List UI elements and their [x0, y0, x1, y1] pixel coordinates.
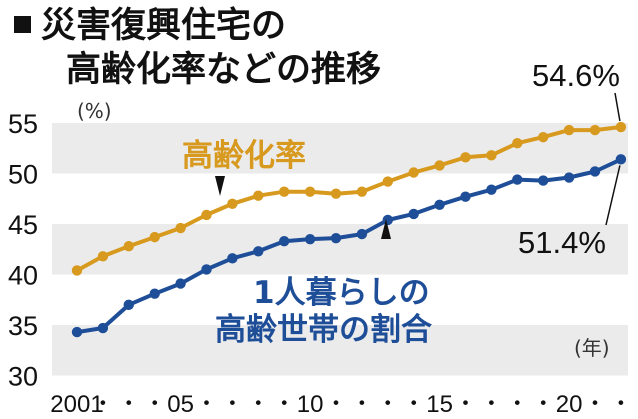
y-axis: 30 35 40 45 50 55 [8, 109, 38, 392]
data-point [123, 299, 134, 310]
pointer-icon [381, 219, 391, 239]
x-tick-dot: ・ [506, 391, 528, 416]
data-point [227, 253, 238, 264]
data-point [71, 265, 83, 276]
x-tick-dot: ・ [377, 391, 399, 416]
x-tick-dot: ・ [195, 391, 217, 416]
data-point [563, 172, 575, 183]
data-point [201, 209, 212, 221]
x-tick-dot: ・ [247, 391, 269, 416]
title-line-1-text: 災害復興住宅の [41, 6, 287, 46]
data-point [253, 190, 264, 201]
data-point [589, 124, 601, 136]
data-point [512, 138, 523, 149]
data-point [589, 166, 601, 177]
end-value-label-1: 54.6% [532, 58, 620, 93]
x-axis: 2001・・・ 05 ・・・・ 10 ・・・・ 15 ・・・・ 20 ・・ [50, 391, 632, 418]
grid-band [52, 325, 628, 376]
data-point [538, 131, 549, 143]
x-tick-dot: ・ [610, 391, 632, 416]
data-point [97, 251, 109, 262]
data-point [304, 186, 316, 197]
x-tick-label: 20 [556, 391, 583, 418]
y-tick-label: 30 [8, 362, 38, 392]
x-tick-dot: ・ [221, 391, 243, 416]
data-point [71, 326, 83, 338]
leader-line [605, 165, 621, 226]
data-point [304, 233, 316, 245]
series-label-2-line-2: 高齢世帯の割合 [215, 312, 432, 348]
data-point [175, 278, 186, 289]
x-unit-label: (年) [574, 336, 610, 360]
x-tick-label: 2001 [50, 391, 103, 418]
square-bullet-icon [14, 15, 31, 33]
title-line-1: 災害復興住宅の [6, 4, 381, 48]
data-point [563, 124, 575, 136]
data-point [97, 322, 109, 334]
data-point [434, 160, 445, 171]
x-tick-dot: ・ [118, 391, 140, 416]
leader-line [614, 92, 621, 122]
x-tick-dot: ・ [351, 391, 373, 416]
x-tick-label: 05 [167, 391, 194, 418]
data-point [149, 288, 160, 299]
data-point [538, 175, 549, 186]
data-point [408, 208, 419, 220]
x-tick-dot: ・ [403, 391, 425, 416]
series-label-1: 高齢化率 [182, 138, 306, 174]
data-point [486, 150, 497, 161]
x-tick-label: 10 [297, 391, 324, 418]
chart-title: 災害復興住宅の 高齢化率などの推移 [6, 4, 381, 92]
y-tick-label: 55 [8, 109, 38, 139]
x-tick-dot: ・ [584, 391, 606, 416]
data-point [201, 264, 212, 275]
series-lines [71, 121, 627, 338]
grid-band [52, 123, 628, 174]
end-value-label-2: 51.4% [518, 225, 606, 260]
data-point [356, 186, 368, 197]
data-point [408, 167, 419, 178]
data-point [227, 198, 238, 209]
data-point [460, 191, 471, 202]
y-tick-label: 40 [8, 261, 38, 291]
data-point [382, 176, 393, 187]
data-point [615, 154, 627, 165]
data-point [512, 174, 523, 185]
data-point [279, 235, 290, 247]
y-unit-label: (%) [77, 99, 112, 123]
data-point [486, 184, 497, 195]
data-point [356, 228, 368, 240]
series-line-2 [76, 157, 622, 335]
data-point [175, 222, 186, 234]
data-point [279, 186, 290, 197]
y-tick-label: 35 [8, 311, 38, 341]
data-point [382, 214, 393, 226]
x-tick-label: 15 [426, 391, 453, 418]
data-point [330, 232, 342, 244]
title-line-2: 高齢化率などの推移 [66, 50, 382, 90]
data-point [434, 199, 445, 211]
x-tick-dot: ・ [454, 391, 476, 416]
pointer-icon [215, 176, 225, 196]
data-point [615, 121, 627, 133]
x-tick-dot: ・ [480, 391, 502, 416]
x-tick-dot: ・ [532, 391, 554, 416]
x-tick-dot: ・ [325, 391, 347, 416]
y-tick-label: 45 [8, 210, 38, 240]
data-point [149, 231, 160, 243]
series-line-1 [76, 125, 622, 273]
grid-band [52, 224, 628, 275]
data-point [123, 241, 134, 252]
x-tick-dot: ・ [273, 391, 295, 416]
y-tick-label: 50 [8, 160, 38, 190]
data-point [253, 246, 264, 257]
grid-bands [52, 123, 628, 376]
series-label-2-line-1: 1人暮らしの [253, 275, 430, 311]
data-point [330, 188, 342, 199]
x-tick-dot: ・ [144, 391, 166, 416]
data-point [460, 152, 471, 163]
x-tick-dot: ・ [92, 391, 114, 416]
